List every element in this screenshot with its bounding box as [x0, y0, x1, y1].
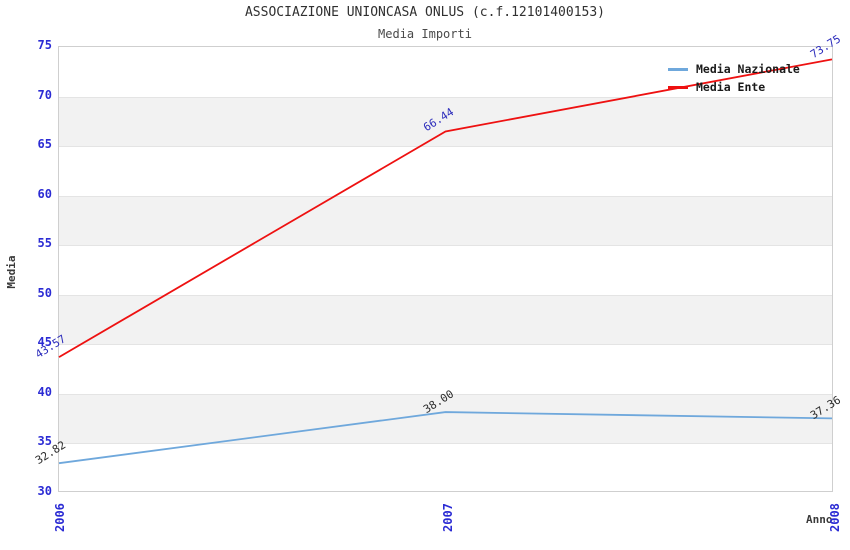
legend-color-swatch [668, 85, 688, 89]
y-axis-tick-label: 40 [37, 384, 52, 399]
gridline [59, 295, 832, 296]
plot-band [59, 294, 832, 345]
x-axis-tick-label: 2007 [440, 503, 455, 532]
y-axis-tick-labels: 30 35 40 45 50 55 60 65 70 75 [0, 0, 52, 550]
chart-subtitle: Media Importi [378, 27, 472, 41]
x-axis-tick-label: 2006 [53, 503, 67, 532]
y-axis-title: Media [5, 255, 18, 289]
gridline [59, 245, 832, 246]
plot-band [59, 393, 832, 444]
legend-item-label: Media Nazionale [696, 62, 800, 76]
gridline [59, 394, 832, 395]
chart-legend: Media Nazionale Media Ente [668, 60, 843, 96]
y-axis-tick-label: 60 [37, 186, 52, 201]
series-line [59, 412, 832, 463]
gridline [59, 344, 832, 345]
legend-item[interactable]: Media Ente [668, 78, 843, 96]
gridline [59, 97, 832, 98]
legend-color-swatch [668, 67, 688, 71]
chart-title: ASSOCIAZIONE UNIONCASA ONLUS (c.f.121014… [244, 5, 606, 20]
plot-area [58, 46, 833, 492]
gridline [59, 443, 832, 444]
x-axis-title: Anno [806, 513, 833, 526]
y-axis-tick-label: 45 [37, 335, 52, 350]
gridline [59, 196, 832, 197]
legend-item-label: Media Ente [696, 80, 766, 94]
y-axis-tick-label: 70 [37, 87, 52, 102]
y-axis-tick-label: 65 [37, 137, 52, 152]
y-axis-tick-label: 30 [37, 484, 52, 498]
y-axis-tick-label: 35 [37, 434, 52, 449]
plot-band [59, 195, 832, 246]
y-axis-tick-label: 50 [37, 285, 52, 300]
series-lines [59, 47, 832, 491]
y-axis-tick-label: 75 [37, 38, 52, 52]
y-axis-tick-label: 55 [37, 236, 52, 251]
series-line [59, 59, 832, 357]
gridline [59, 146, 832, 147]
legend-item[interactable]: Media Nazionale [668, 60, 843, 78]
plot-band [59, 96, 832, 147]
x-axis-tick-label: 2008 [828, 503, 842, 532]
